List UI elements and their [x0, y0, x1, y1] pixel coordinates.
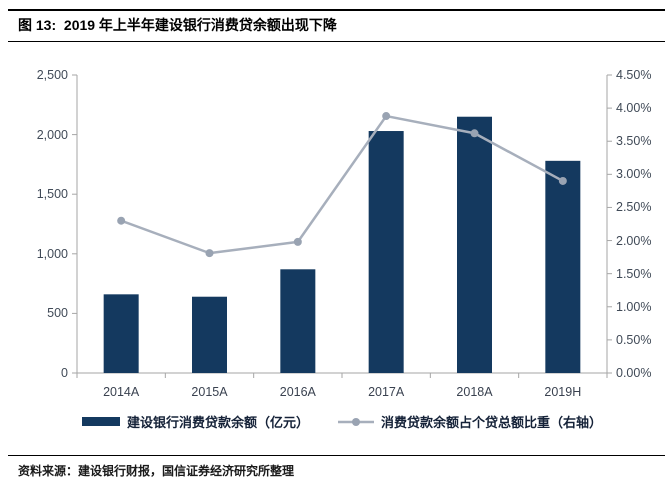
bar-2017A	[368, 131, 404, 373]
ratio-marker-2016A	[293, 237, 302, 246]
figure-title: 图 13: 2019 年上半年建设银行消费贷余额出现下降	[18, 17, 337, 33]
x-axis-category-label: 2019H	[544, 385, 582, 399]
bar-2018A	[457, 116, 492, 373]
y-axis-left-tick-label: 2,000	[36, 127, 68, 142]
bar-legend-swatch	[82, 417, 120, 426]
y-axis-right-tick-label: 0.50%	[616, 332, 652, 347]
y-axis-right-tick-label: 2.00%	[616, 233, 652, 248]
y-axis-right-tick-label: 1.50%	[616, 266, 652, 281]
bar-legend-label: 建设银行消费贷款余额（亿元）	[127, 415, 310, 430]
legend-item-line-series: 消费贷款余额占个贷总额比重（右轴）	[338, 412, 602, 431]
y-axis-right-tick-label: 3.50%	[616, 134, 652, 149]
bar-2019H	[545, 160, 581, 373]
footer-divider-rule	[8, 455, 665, 456]
line-legend-label: 消费贷款余额占个贷总额比重（右轴）	[381, 415, 603, 430]
top-rule	[8, 9, 665, 11]
y-axis-left-tick-label: 0	[61, 366, 68, 380]
bar-2014A	[103, 294, 139, 373]
y-axis-left-tick-label: 2,500	[36, 68, 68, 82]
ratio-marker-2017A	[382, 112, 391, 121]
bar-2015A	[192, 296, 227, 373]
line-legend-swatch	[338, 417, 374, 426]
y-axis-left-tick-label: 1,500	[36, 187, 68, 202]
ratio-marker-2014A	[117, 216, 126, 225]
y-axis-right-tick-label: 3.00%	[616, 167, 652, 182]
ratio-line	[120, 114, 564, 255]
x-axis-category-label: 2014A	[103, 385, 140, 399]
ratio-marker-2019H	[558, 176, 567, 185]
y-axis-right-tick-label: 1.00%	[616, 299, 652, 314]
ratio-marker-2015A	[205, 249, 214, 258]
y-axis-right-tick-label: 4.00%	[616, 101, 652, 116]
source-note: 资料来源：建设银行财报，国信证券经济研究所整理	[18, 464, 295, 478]
title-divider-rule	[8, 41, 665, 42]
y-axis-left-tick-label: 1,000	[36, 246, 68, 261]
bar-2016A	[280, 269, 316, 373]
y-axis-right-tick-label: 4.50%	[616, 68, 652, 82]
x-axis-category-label: 2017A	[368, 385, 405, 399]
x-axis-category-label: 2016A	[279, 385, 316, 399]
legend-item-bar-series: 建设银行消费贷款余额（亿元）	[82, 412, 309, 431]
x-axis-category-label: 2015A	[191, 385, 228, 399]
ratio-marker-2018A	[470, 129, 479, 138]
x-axis-category-label: 2018A	[456, 385, 493, 399]
y-axis-right-tick-label: 0.00%	[616, 366, 652, 380]
y-axis-right-tick-label: 2.50%	[616, 200, 652, 215]
y-axis-left-tick-label: 500	[47, 306, 68, 321]
